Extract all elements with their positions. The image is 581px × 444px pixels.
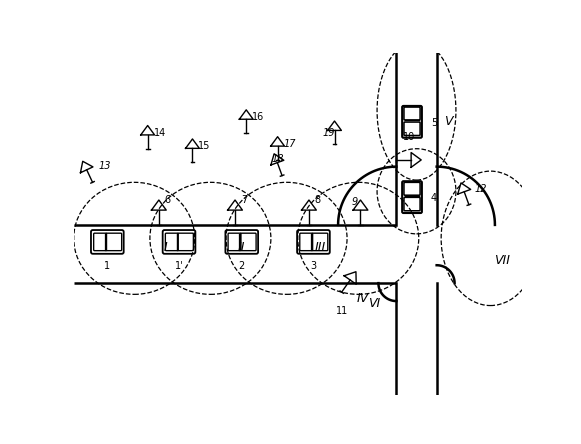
Text: 19: 19 [322, 127, 335, 138]
Text: 1': 1' [175, 261, 184, 271]
Text: 3: 3 [310, 261, 317, 271]
Text: 13: 13 [98, 161, 111, 171]
Text: VII: VII [494, 254, 510, 267]
Text: 8: 8 [315, 195, 321, 205]
Text: 16: 16 [252, 112, 264, 122]
Text: 6: 6 [164, 195, 171, 205]
Text: 18: 18 [272, 155, 284, 164]
Text: 2: 2 [239, 261, 245, 271]
Text: 10: 10 [403, 132, 415, 142]
Text: VI: VI [368, 297, 380, 310]
Text: 14: 14 [153, 127, 166, 138]
Text: 5: 5 [431, 118, 437, 128]
Text: II: II [238, 241, 246, 254]
Text: I: I [164, 241, 167, 254]
Text: 9: 9 [352, 197, 358, 207]
Text: 4: 4 [431, 193, 437, 203]
Text: 7: 7 [241, 195, 247, 205]
Text: 11: 11 [336, 305, 348, 316]
Text: 12: 12 [475, 184, 487, 194]
Text: IV: IV [357, 292, 369, 305]
Text: 1: 1 [104, 261, 110, 271]
Text: V: V [444, 115, 452, 128]
Text: III: III [314, 241, 326, 254]
Text: 15: 15 [198, 141, 211, 151]
Text: 17: 17 [284, 139, 296, 149]
